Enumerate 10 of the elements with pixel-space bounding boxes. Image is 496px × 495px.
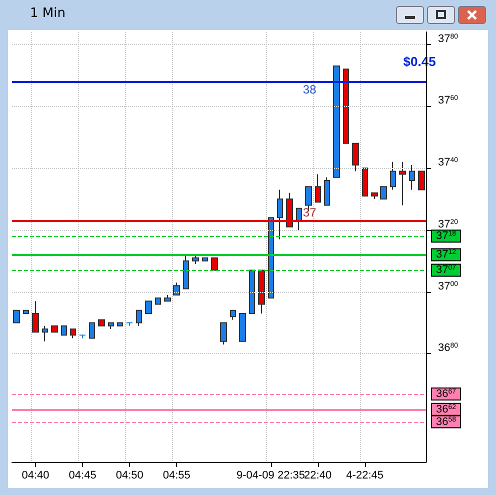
x-tick-label: 22:40 <box>304 470 332 482</box>
x-tick-label: 9-04-09 22:35 <box>236 470 305 482</box>
annotation: 37 <box>302 206 317 220</box>
annotation: 38 <box>302 82 317 96</box>
x-tick-label: 04:55 <box>162 470 190 482</box>
x-tick-label: 4-22:45 <box>346 470 384 482</box>
x-tick-label: 04:40 <box>22 470 50 482</box>
x-tick-label: 04:50 <box>116 470 144 482</box>
chart-title: 1 Min <box>30 6 66 21</box>
x-tick-label: 04:45 <box>68 470 96 482</box>
